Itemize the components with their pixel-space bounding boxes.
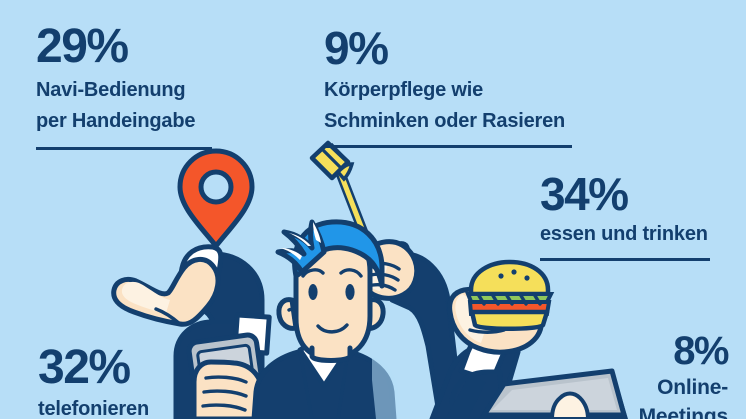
divider-navi xyxy=(36,147,212,150)
callout-online-meetings: 8% Online- Meetings xyxy=(638,329,730,419)
divider-essen xyxy=(540,258,710,261)
map-pin-icon xyxy=(177,148,255,249)
callout-essen: 34% essen und trinken xyxy=(540,170,710,261)
label-online-meetings-line2: Meetings xyxy=(638,405,729,419)
character-head xyxy=(275,219,386,363)
callout-koerperpflege: 9% Körperpflege wie Schminken oder Rasie… xyxy=(324,24,572,148)
label-telefonieren-line1: telefonieren xyxy=(38,398,149,419)
percent-telefonieren: 32% xyxy=(38,341,131,394)
percent-koerperpflege: 9% xyxy=(324,22,389,74)
label-essen-line1: essen und trinken xyxy=(540,223,708,245)
burger-icon xyxy=(465,259,555,331)
label-navi-line2: per Handeingabe xyxy=(36,110,196,132)
hand-phone xyxy=(191,359,265,419)
callout-telefonieren: 32% telefonieren xyxy=(38,343,149,419)
label-koerperpflege-line2: Schminken oder Rasieren xyxy=(324,110,566,132)
label-navi-line1: Navi-Bedienung xyxy=(36,79,186,101)
divider-koerperpflege xyxy=(324,145,572,148)
laptop-icon xyxy=(445,368,628,419)
label-koerperpflege-line1: Körperpflege wie xyxy=(324,79,484,101)
label-online-meetings-line1: Online- xyxy=(657,376,728,399)
percent-online-meetings: 8% xyxy=(673,329,729,373)
callout-navi: 29% Navi-Bedienung per Handeingabe xyxy=(36,22,212,150)
percent-essen: 34% xyxy=(540,168,629,220)
percent-navi: 29% xyxy=(36,20,129,73)
